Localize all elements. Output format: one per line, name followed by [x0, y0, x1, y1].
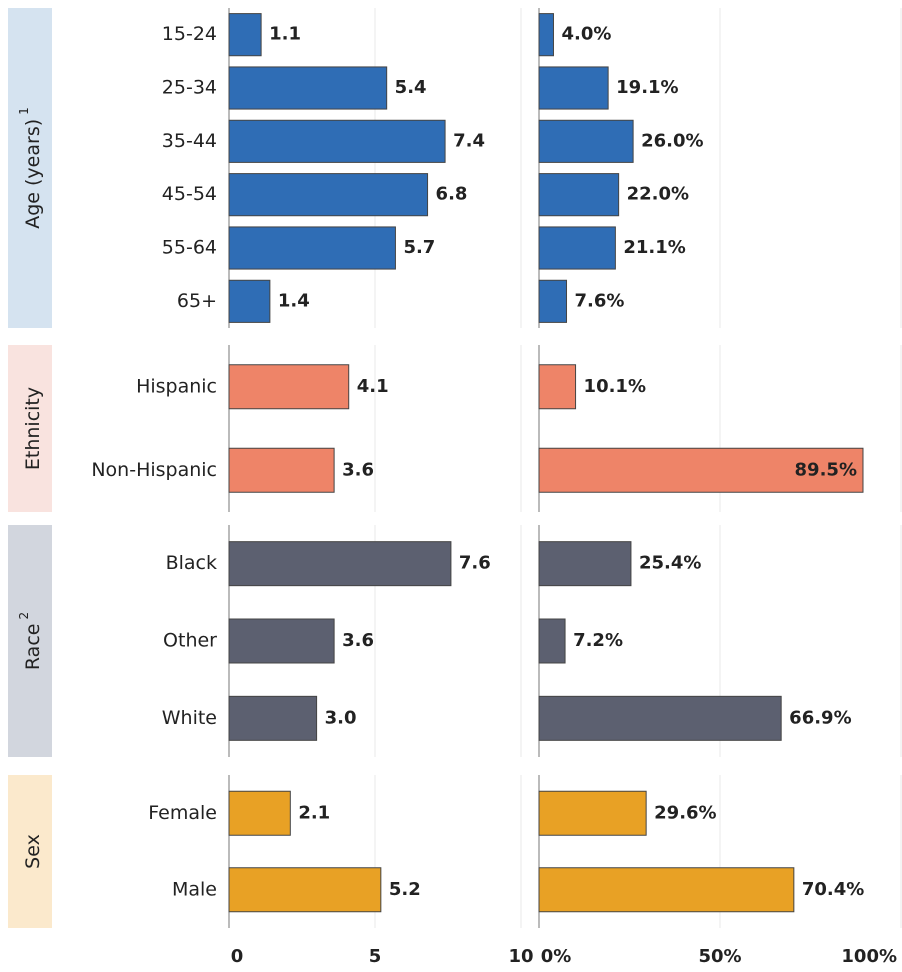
- group-label: Age (years) 1: [17, 107, 44, 229]
- value-label: 26.0%: [641, 130, 703, 151]
- group-name: Race: [22, 624, 44, 671]
- value-label: 3.0: [325, 707, 357, 728]
- category-label: Female: [148, 802, 217, 824]
- value-label: 19.1%: [616, 77, 678, 98]
- bar: [538, 618, 566, 664]
- bar: [538, 13, 554, 57]
- value-label: 7.6: [459, 553, 491, 574]
- group-band: [8, 775, 52, 928]
- bar: [228, 119, 446, 163]
- value-label: 29.6%: [654, 802, 716, 823]
- value-label: 21.1%: [623, 237, 685, 258]
- category-label: White: [162, 707, 217, 729]
- bar: [538, 790, 647, 836]
- value-label: 5.4: [395, 77, 427, 98]
- value-label: 7.2%: [573, 630, 623, 651]
- bar: [228, 695, 318, 741]
- x-tick-label: 100%: [841, 946, 897, 967]
- category-label: 35-44: [162, 130, 217, 152]
- group-name: Age (years): [22, 119, 44, 229]
- bar: [228, 618, 335, 664]
- bar: [538, 119, 634, 163]
- category-label: 25-34: [162, 77, 217, 99]
- value-label: 4.0%: [561, 24, 611, 45]
- group-name: Sex: [22, 834, 44, 869]
- bar: [228, 541, 452, 587]
- category-label: Other: [163, 630, 217, 652]
- value-label: 70.4%: [802, 879, 864, 900]
- x-tick-label: 0: [231, 946, 244, 967]
- group-label: Race 2: [17, 612, 44, 670]
- group-band: [8, 8, 52, 328]
- value-label: 10.1%: [584, 376, 646, 397]
- bar: [228, 226, 396, 270]
- value-label: 5.7: [403, 237, 435, 258]
- value-label: 3.6: [342, 459, 374, 480]
- category-label: Male: [172, 878, 217, 900]
- x-tick-label: 10: [508, 946, 533, 967]
- category-label: 65+: [177, 290, 217, 312]
- value-label: 7.6%: [575, 290, 625, 311]
- value-label: 6.8: [436, 184, 468, 205]
- value-label: 25.4%: [639, 553, 701, 574]
- group-note: 1: [17, 107, 31, 115]
- group-note: 2: [17, 612, 31, 620]
- bar: [538, 66, 609, 110]
- value-label: 89.5%: [795, 459, 857, 480]
- category-label: 15-24: [162, 23, 217, 45]
- bar: [228, 13, 262, 57]
- value-label: 22.0%: [627, 184, 689, 205]
- bar: [228, 279, 271, 323]
- bar: [538, 447, 864, 493]
- bar: [228, 447, 335, 493]
- category-label: Hispanic: [136, 375, 217, 397]
- bar: [538, 364, 577, 410]
- bar: [538, 226, 616, 270]
- bar: [228, 173, 429, 217]
- value-label: 1.1: [269, 24, 301, 45]
- x-tick-label: 50%: [698, 946, 741, 967]
- group-band: [8, 345, 52, 512]
- bar: [538, 695, 782, 741]
- value-label: 7.4: [453, 130, 485, 151]
- value-label: 66.9%: [789, 707, 851, 728]
- value-label: 3.6: [342, 630, 374, 651]
- bar: [228, 790, 291, 836]
- group-band: [8, 525, 52, 757]
- group-name: Ethnicity: [22, 387, 44, 470]
- category-label: Black: [166, 552, 217, 574]
- group-label: Sex: [22, 834, 44, 869]
- value-label: 4.1: [357, 376, 389, 397]
- value-label: 2.1: [298, 802, 330, 823]
- bar: [538, 867, 795, 913]
- bar: [538, 173, 620, 217]
- bar: [228, 66, 388, 110]
- x-tick-label: 0%: [541, 946, 572, 967]
- bar: [538, 279, 568, 323]
- category-label: Non-Hispanic: [91, 459, 217, 481]
- bar: [538, 541, 632, 587]
- bar: [228, 364, 350, 410]
- bar: [228, 867, 382, 913]
- value-label: 1.4: [278, 290, 310, 311]
- group-label: Ethnicity: [22, 387, 44, 470]
- x-tick-label: 5: [369, 946, 382, 967]
- category-label: 55-64: [162, 237, 217, 259]
- category-label: 45-54: [162, 183, 217, 205]
- value-label: 5.2: [389, 879, 421, 900]
